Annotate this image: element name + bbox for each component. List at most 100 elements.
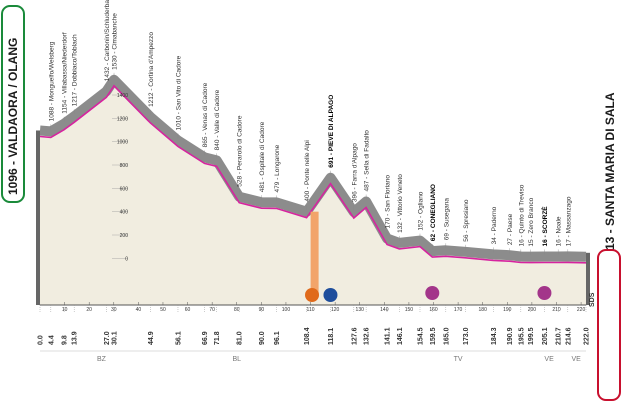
place-label: 170 - San Floriano (385, 175, 392, 229)
finish-label: 13 - SANTA MARIA DI SALA (603, 92, 617, 250)
kom-bar (310, 211, 319, 295)
icon (323, 288, 338, 302)
x-tick-label: 40 (136, 307, 142, 313)
km-label: 195.5 (518, 327, 525, 345)
km-label: 44.9 (148, 331, 155, 345)
km-label: 210.7 (556, 327, 563, 345)
km-label: 108.4 (304, 327, 311, 345)
region-label: VE (571, 356, 581, 363)
place-label: 1432 - Carbonin/Schluderbach (104, 0, 111, 81)
km-label: 56.1 (175, 331, 182, 345)
km-label: 13.9 (72, 331, 79, 345)
x-tick-label: 50 (160, 307, 166, 313)
km-label: 9.8 (62, 335, 69, 345)
km-label: 173.0 (463, 327, 470, 345)
km-label: 96.1 (274, 331, 281, 345)
x-tick-label: 170 (454, 307, 463, 313)
y-tick-label: 1400 (117, 93, 128, 99)
y-tick-label: 400 (120, 210, 129, 216)
place-label: 396 - Farra d'Alpago (351, 143, 358, 202)
icon (305, 288, 320, 302)
km-label: 154.5 (417, 327, 424, 345)
x-tick-label: 80 (234, 307, 240, 313)
place-label: 691 - PIEVE DI ALPAGO (328, 95, 335, 168)
place-label: 69 - Susegana (443, 198, 450, 241)
finish-box (597, 249, 621, 401)
profile-band (39, 74, 587, 262)
km-label: 184.3 (491, 327, 498, 345)
km-label: 132.6 (364, 327, 371, 345)
place-label: 1212 - Cortina d'Ampezzo (148, 32, 155, 107)
place-label: 27 - Paese (507, 213, 514, 245)
region-label: BL (232, 356, 241, 363)
place-label: 62 - CONEGLIANO (430, 184, 437, 241)
sds-note: SDS (589, 292, 596, 307)
sprint-icon (425, 286, 440, 300)
y-tick-label: 600 (120, 186, 129, 192)
km-label: 159.5 (430, 327, 437, 345)
profile-line (39, 84, 587, 264)
place-label: 528 - Perarolo di Cadore (237, 115, 244, 187)
place-label: 16 - Noale (556, 216, 563, 246)
start-label: 1096 - VALDAORA / OLANG (6, 38, 20, 195)
km-label: 118.1 (328, 328, 335, 345)
x-tick-label: 220 (577, 307, 586, 313)
x-tick-label: 60 (185, 307, 191, 313)
x-tick-label: 150 (405, 307, 414, 313)
place-label: 1010 - San Vito di Cadore (175, 55, 182, 130)
km-label: 30.1 (112, 331, 119, 345)
place-label: 481 - Ospitale di Cadore (259, 121, 266, 192)
y-tick-label: 1000 (117, 140, 128, 146)
km-label: 71.8 (214, 331, 221, 345)
y-tick-label: 1200 (117, 116, 128, 122)
x-tick-label: 200 (528, 307, 537, 313)
x-tick-label: 160 (429, 307, 438, 313)
place-label: 1088 - Monguelfo/Welsberg (48, 41, 55, 121)
km-label: 199.5 (528, 327, 535, 345)
x-tick-label: 20 (86, 307, 92, 313)
place-label: 16 - Quinto di Treviso (518, 184, 525, 246)
place-label: 17 - Massanzago (565, 196, 572, 246)
x-tick-label: 100 (282, 307, 291, 313)
place-label: 487 - Sella di Fadalto (364, 130, 371, 192)
place-label: 132 - Vittorio Veneto (397, 174, 404, 233)
finish-wall (586, 252, 590, 305)
km-label: 127.6 (351, 327, 358, 345)
km-label: 141.1 (385, 327, 392, 345)
km-label: 146.1 (397, 327, 404, 345)
x-tick-label: 120 (331, 307, 340, 313)
place-label: 16 - SCORZÈ (540, 206, 549, 247)
km-label: 66.9 (202, 331, 209, 345)
km-label: 222.0 (584, 327, 591, 345)
x-tick-label: 130 (356, 307, 365, 313)
km-label: 165.0 (443, 327, 450, 345)
place-label: 1530 - Cimabanche (112, 13, 119, 70)
km-label: 81.0 (237, 331, 244, 345)
x-tick-label: 70 (209, 307, 215, 313)
region-label: TV (454, 356, 463, 363)
y-tick-label: 800 (120, 163, 129, 169)
y-tick-label: 0 (125, 256, 128, 262)
x-tick-label: 140 (380, 307, 389, 313)
region-label: BZ (97, 356, 107, 363)
place-label: 479 - Longarone (274, 144, 281, 192)
x-tick-label: 10 (62, 307, 68, 313)
place-label: 400 - Ponte nelle Alpi (304, 140, 311, 201)
x-tick-label: 190 (503, 307, 512, 313)
km-label: 0.0 (38, 335, 45, 345)
place-label: 840 - Valle di Cadore (214, 89, 221, 150)
x-tick-label: 210 (552, 307, 561, 313)
start-wall (36, 130, 40, 305)
km-label: 4.4 (48, 335, 55, 345)
place-label: 56 - Spresiano (463, 199, 470, 242)
place-label: 15 - Zero Branco (528, 197, 535, 246)
place-label: 34 - Paderno (491, 206, 498, 244)
sprint-icon (537, 286, 552, 300)
place-label: 1217 - Dobbiaco/Toblach (72, 34, 79, 106)
profile-area (40, 79, 586, 305)
region-label: VE (544, 356, 554, 363)
x-tick-label: 180 (479, 307, 488, 313)
km-label: 190.9 (507, 327, 514, 345)
place-label: 152 - Ogliano (417, 191, 424, 230)
